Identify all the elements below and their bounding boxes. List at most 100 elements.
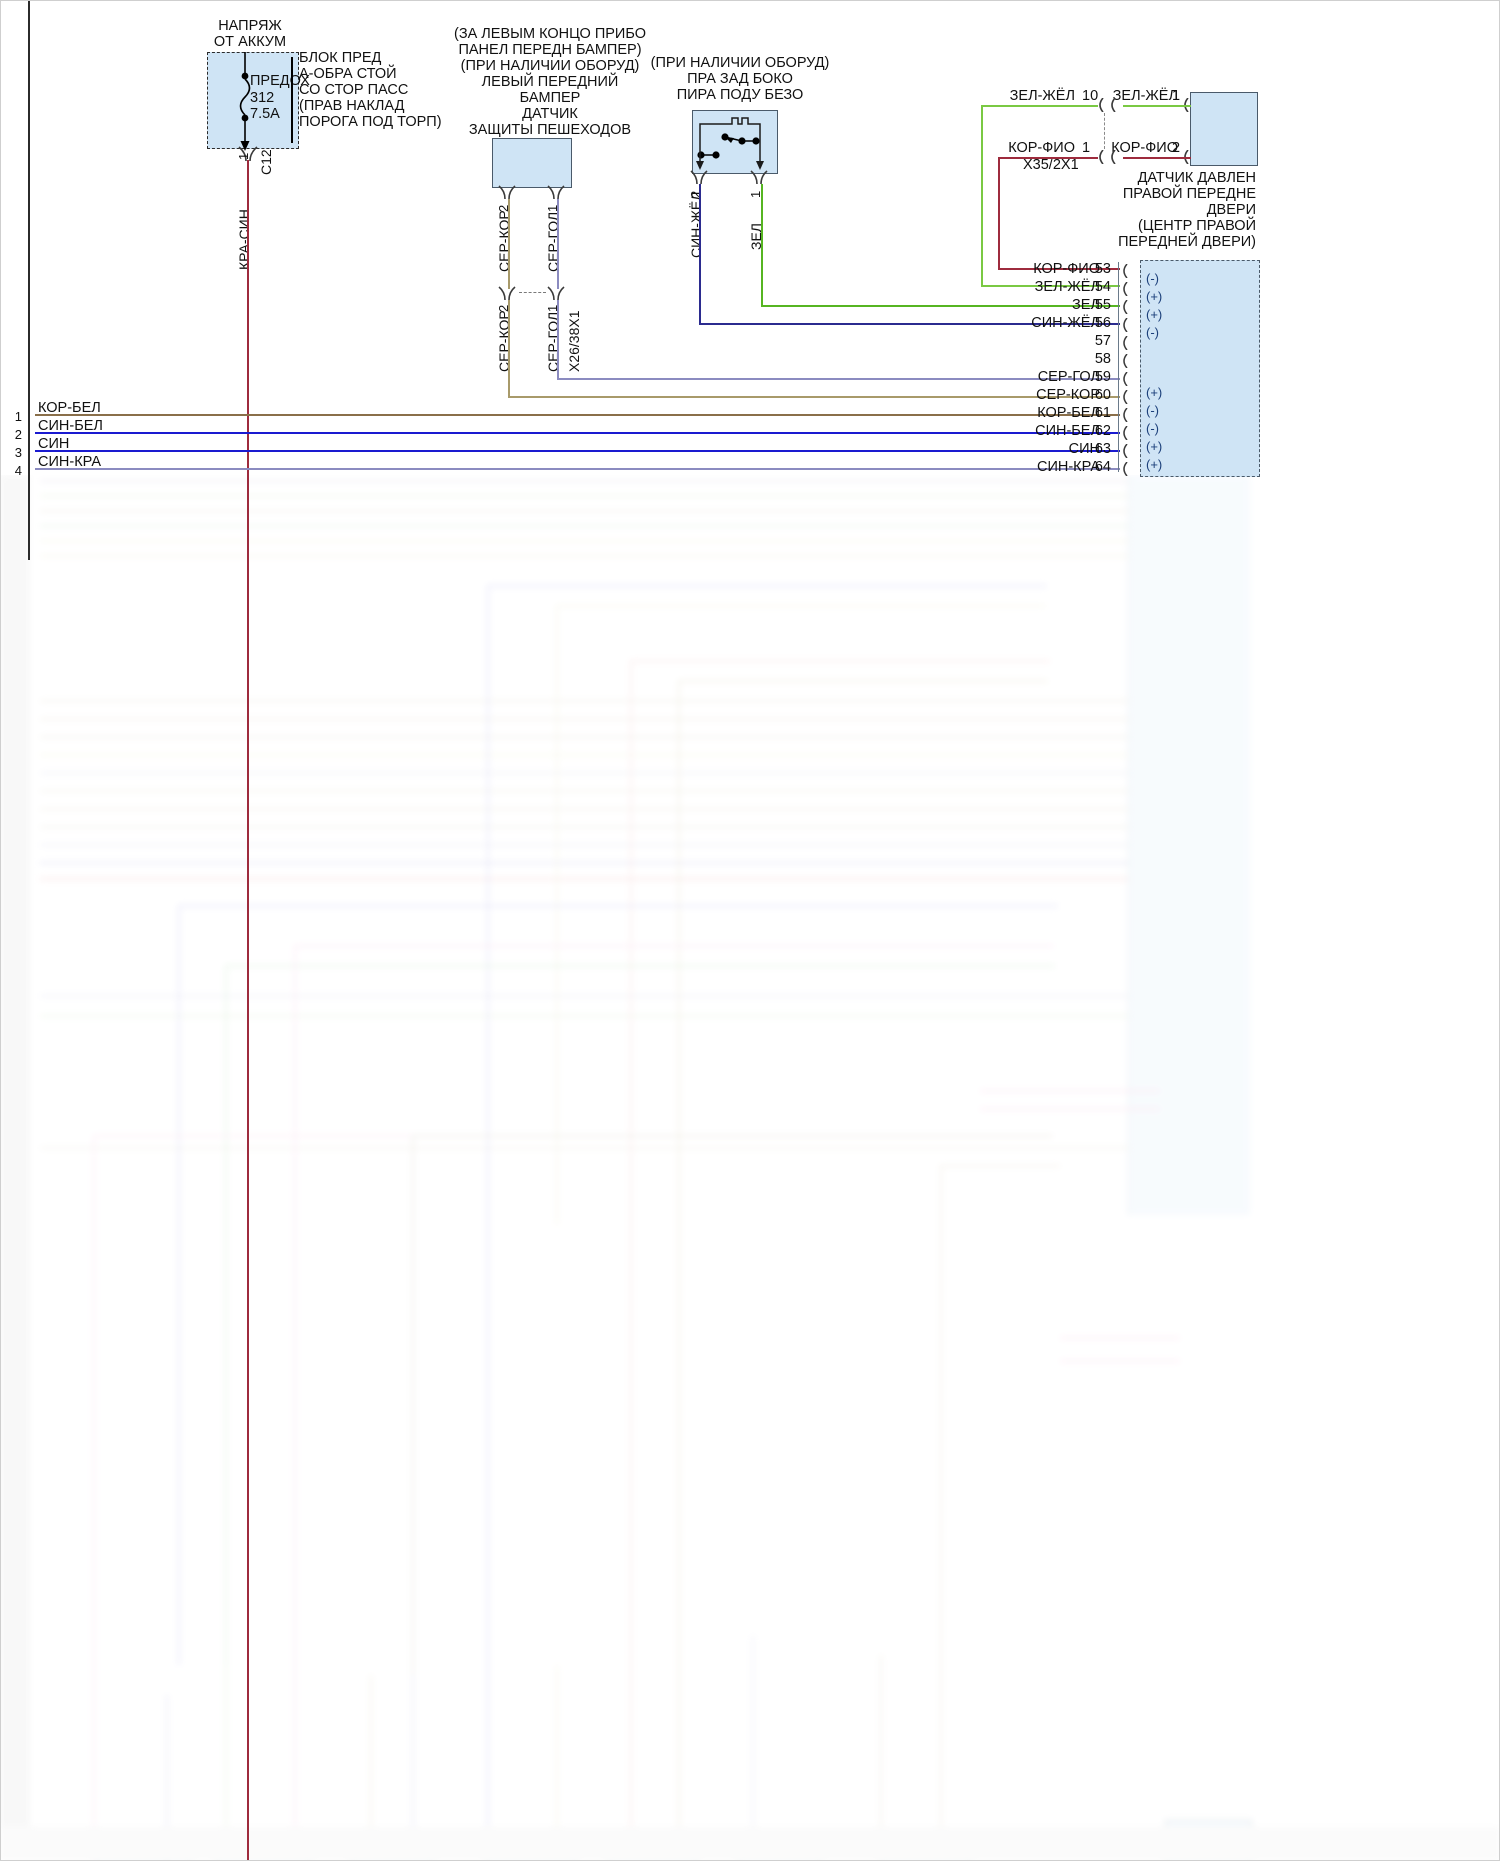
side-airbag-pin2-bracket — [690, 170, 708, 185]
blur-wire — [40, 700, 1130, 702]
blur-ecu-edge — [1128, 475, 1251, 1215]
door-pressure-sensor-box — [1190, 92, 1258, 166]
blur-wire — [940, 1165, 942, 1685]
ecu-pin-1-bracket — [1123, 282, 1128, 296]
wire-ser-kor-lower — [508, 300, 510, 397]
ecu-connector-rail — [1118, 262, 1119, 472]
ecu-pin-1-sign: (+) — [1146, 289, 1163, 304]
blur-wire — [178, 905, 1058, 907]
ecu-pin-10-sign: (+) — [1146, 439, 1163, 454]
door-row1-right-wire: КОР-ФИО — [1111, 140, 1178, 156]
blur-wire — [1060, 1337, 1180, 1339]
ecu-pin-3-bracket — [1123, 318, 1128, 332]
blur-wire — [40, 1015, 1130, 1017]
door-row1-right-pin: 2 — [1172, 140, 1181, 156]
blur-wire — [630, 1620, 632, 1845]
pedestrian-sensor-note: (ЗА ЛЕВЫМ КОНЦО ПРИБО ПАНЕЛ ПЕРЕДН БАМПЕ… — [454, 26, 646, 138]
blur-wire — [940, 1165, 1060, 1167]
ecu-pin-11-wire: СИН-КРА — [1036, 459, 1100, 475]
blur-wire — [487, 585, 1047, 587]
blur-wire — [980, 1090, 1160, 1092]
wire-zel-zhel-vert — [981, 105, 983, 286]
fuse-connector-id: C12 — [258, 149, 274, 175]
ecu-pin-3-sign: (-) — [1146, 325, 1159, 340]
wire-kor-fio-vert — [998, 157, 1000, 269]
blur-wire — [40, 826, 1130, 828]
ecu-pin-3-num: 56 — [1094, 315, 1111, 331]
ecu-pin-7-bracket — [1123, 390, 1128, 404]
fuse-word-label: ПРЕДОХ — [250, 73, 310, 89]
side-airbag-box — [692, 110, 778, 174]
wire-sin-bus — [35, 450, 1120, 452]
blur-wire — [40, 844, 1130, 846]
blur-wire — [40, 540, 1130, 542]
ecu-pin-8-num: 61 — [1094, 405, 1111, 421]
blur-wire — [225, 965, 1055, 967]
inline-connector-link — [519, 292, 546, 293]
wire-zel-vert — [761, 184, 763, 306]
fuse-pin-number: 1 — [236, 152, 251, 160]
blur-wire — [40, 995, 1130, 997]
ecu-pin-10-num: 63 — [1094, 441, 1111, 457]
ecu-pin-2-wire: ЗЕЛ — [1072, 297, 1100, 313]
ecu-pin-10-bracket — [1123, 444, 1128, 458]
blur-wire — [678, 680, 1048, 682]
wire-sin-kra-bus — [35, 468, 1120, 470]
ecu-pin-0-sign: (-) — [1146, 271, 1159, 286]
blur-wire — [630, 660, 1050, 662]
wire-zel-zhel-to-pin54 — [981, 285, 1120, 287]
ecu-pin-8-wire: КОР-БЕЛ — [1037, 405, 1100, 421]
blur-wire — [412, 1675, 414, 1845]
ecu-pin-11-bracket — [1123, 462, 1128, 476]
wire-kor-bel-bus — [35, 414, 1120, 416]
blur-wire — [40, 790, 1130, 792]
blur-wire — [40, 480, 1130, 482]
blur-wire — [40, 510, 1130, 512]
blur-wire — [40, 555, 1130, 557]
ecu-pin-9-sign: (-) — [1146, 421, 1159, 436]
inline-connector-id: X26/38X1 — [566, 310, 582, 373]
blur-wire — [556, 1665, 558, 1845]
ecu-pin-8-bracket — [1123, 408, 1128, 422]
blur-wire — [630, 660, 632, 1620]
left-gutter — [0, 475, 30, 1861]
inline-connector-left-bracket — [498, 286, 516, 301]
door-row1-left-wire: КОР-ФИО — [1008, 140, 1075, 156]
left-pin-0-num: 1 — [14, 409, 22, 424]
blur-wire — [294, 945, 296, 1665]
blur-wire — [556, 605, 1046, 607]
ecu-pin-5-num: 58 — [1094, 351, 1111, 367]
blur-wire — [678, 680, 680, 1610]
fuse-rating-label: 7.5A — [250, 106, 280, 122]
left-pin-2-num: 3 — [14, 445, 22, 460]
fuse-note-divider — [291, 57, 293, 143]
blur-wire — [1060, 1360, 1180, 1362]
blur-wire — [980, 1108, 1160, 1110]
ecu-pin-4-num: 57 — [1094, 333, 1111, 349]
door-row0-left-pin: 10 — [1082, 88, 1099, 104]
left-border-rule — [28, 0, 30, 560]
ecu-pin-9-num: 62 — [1094, 423, 1111, 439]
blur-wire — [93, 1135, 95, 1695]
ecu-pin-7-num: 60 — [1094, 387, 1111, 403]
wire-ser-gol-upper — [557, 199, 559, 289]
blur-wire — [225, 965, 227, 1665]
ecu-pin-7-wire: СЕР-КОР — [1036, 387, 1100, 403]
ecu-pin-11-num: 64 — [1094, 459, 1111, 475]
pedestrian-sensor-pin1-bracket — [547, 185, 565, 200]
blur-wire — [40, 736, 1130, 738]
door-row0-right-wire: ЗЕЛ-ЖЁЛ — [1112, 88, 1178, 104]
wire-zel-to-pin55 — [761, 305, 1120, 307]
blur-wire — [412, 1135, 414, 1675]
door-inline-bracket-bot-a — [1099, 150, 1116, 164]
blur-wire — [40, 495, 1130, 497]
ecu-pin-9-wire: СИН-БЕЛ — [1035, 423, 1100, 439]
blur-pin-stubs — [1030, 480, 1130, 1120]
blur-wire — [178, 905, 180, 1665]
door-inline-connector-id: X35/2X1 — [1023, 157, 1079, 173]
blur-wire — [678, 1610, 680, 1845]
ecu-pin-11-sign: (+) — [1146, 457, 1163, 472]
blur-wire — [40, 808, 1130, 810]
blur-wire — [40, 772, 1130, 774]
blurred-schematic-content — [0, 475, 1500, 1861]
